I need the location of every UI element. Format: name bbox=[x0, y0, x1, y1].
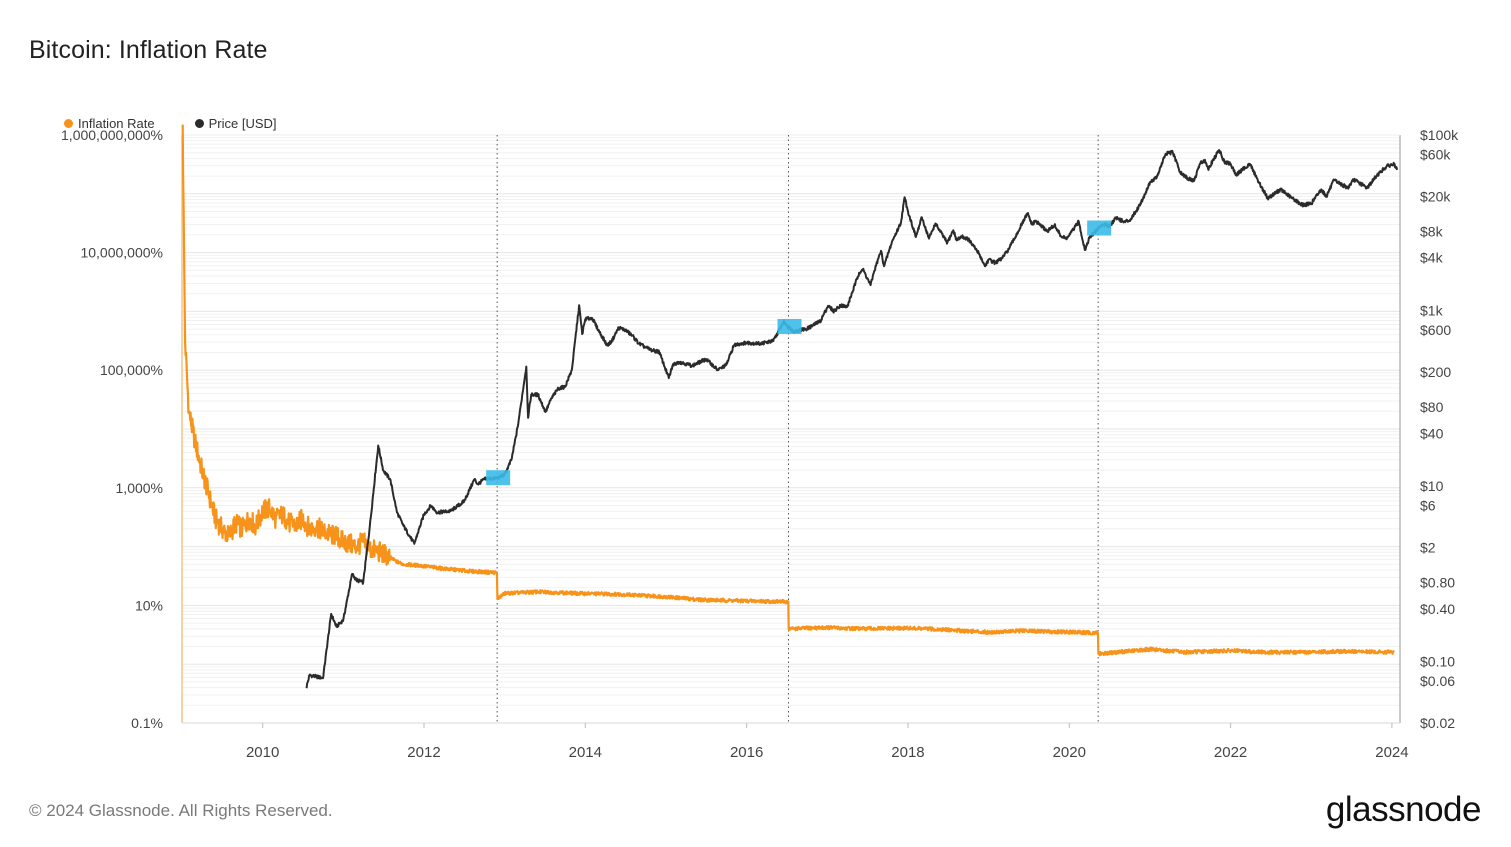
gridlines bbox=[182, 137, 1400, 724]
halving-marker bbox=[1087, 220, 1112, 236]
legend-item-inflation[interactable]: Inflation Rate bbox=[64, 116, 155, 131]
x-tick-label: 2024 bbox=[1375, 744, 1408, 761]
y-right-tick-label: $0.80 bbox=[1420, 574, 1455, 590]
y-right-tick-label: $10 bbox=[1420, 478, 1444, 494]
y-right-tick-label: $200 bbox=[1420, 364, 1451, 380]
halving-marker bbox=[486, 470, 511, 486]
y-right-tick-label: $1k bbox=[1420, 303, 1444, 319]
y-right-tick-label: $2 bbox=[1420, 539, 1436, 555]
x-tick-label: 2010 bbox=[246, 744, 279, 761]
chart-legend: Inflation Rate Price [USD] bbox=[64, 116, 277, 131]
y-right-tick-label: $40 bbox=[1420, 425, 1444, 441]
y-left-tick-label: 10% bbox=[135, 597, 163, 613]
y-right-tick-label: $80 bbox=[1420, 399, 1444, 415]
halving-marker bbox=[777, 318, 802, 334]
y-right-tick-label: $0.10 bbox=[1420, 654, 1455, 670]
chart-title: Bitcoin: Inflation Rate bbox=[29, 36, 268, 64]
y-right-tick-label: $0.06 bbox=[1420, 673, 1455, 689]
y-left-tick-label: 0.1% bbox=[131, 715, 163, 731]
x-tick-label: 2022 bbox=[1214, 744, 1247, 761]
y-left-tick-label: 100,000% bbox=[100, 362, 163, 378]
y-left-tick-label: 1,000% bbox=[116, 480, 163, 496]
brand-logo: glassnode bbox=[1325, 790, 1482, 829]
x-tick-label: 2016 bbox=[730, 744, 763, 761]
x-tick-label: 2020 bbox=[1053, 744, 1086, 761]
series-line-inflation-rate bbox=[181, 124, 1395, 657]
legend-label-inflation: Inflation Rate bbox=[78, 116, 155, 131]
y-right-tick-label: $0.40 bbox=[1420, 601, 1455, 617]
legend-dot-inflation bbox=[64, 119, 73, 128]
y-right-tick-label: $600 bbox=[1420, 322, 1451, 338]
y-left-tick-label: 10,000,000% bbox=[80, 245, 163, 261]
y-right-tick-label: $8k bbox=[1420, 223, 1444, 239]
legend-dot-price bbox=[194, 119, 204, 128]
x-tick-label: 2012 bbox=[407, 744, 440, 761]
legend-item-price[interactable]: Price [USD] bbox=[194, 116, 277, 131]
x-tick-label: 2018 bbox=[891, 744, 924, 761]
y-right-tick-label: $4k bbox=[1420, 250, 1444, 266]
copyright-text: © 2024 Glassnode. All Rights Reserved. bbox=[29, 801, 333, 820]
y-right-tick-label: $100k bbox=[1420, 127, 1459, 143]
y-right-tick-label: $20k bbox=[1420, 188, 1451, 204]
series-line-price bbox=[305, 149, 1398, 689]
y-right-tick-label: $60k bbox=[1420, 146, 1451, 162]
y-right-tick-label: $0.02 bbox=[1420, 715, 1455, 731]
x-tick-label: 2014 bbox=[569, 744, 602, 761]
legend-label-price: Price [USD] bbox=[208, 116, 277, 131]
y-right-tick-label: $6 bbox=[1420, 498, 1436, 514]
y-left-tick-label: 1,000,000,000% bbox=[61, 127, 163, 143]
